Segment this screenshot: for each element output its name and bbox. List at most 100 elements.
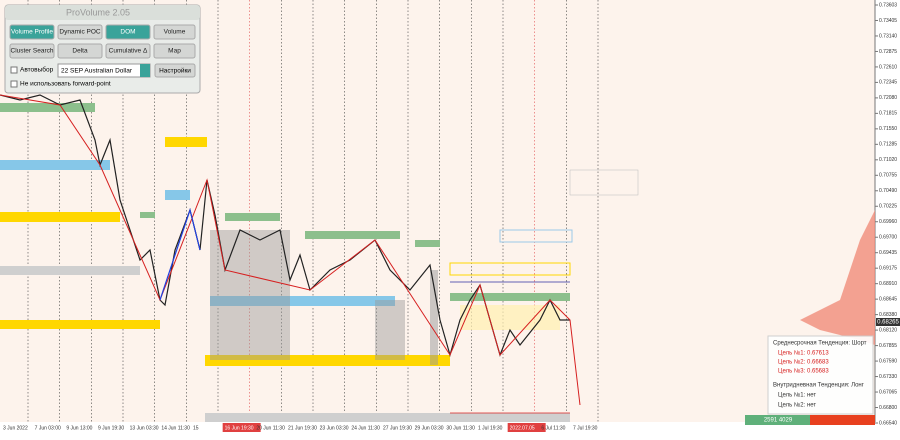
price-axis-bg bbox=[875, 0, 900, 435]
time-label: 16 Jun 19:30 bbox=[225, 425, 254, 431]
time-label: 3 Jun 2022 bbox=[3, 425, 28, 431]
time-label: 9 Jun 13:00 bbox=[66, 425, 92, 431]
toggle-button[interactable] bbox=[9, 43, 55, 59]
price-label: 0.71550 bbox=[879, 126, 897, 132]
button-label: Map bbox=[168, 48, 181, 55]
mid-term: Среднесрочная Тенденция: Шорт bbox=[773, 341, 867, 347]
button-label: DOM bbox=[120, 29, 135, 36]
zone bbox=[415, 240, 440, 247]
target: Цель №2: 0.66683 bbox=[778, 359, 829, 366]
toggle-button[interactable] bbox=[153, 43, 196, 59]
price-label: 0.67590 bbox=[879, 358, 897, 364]
button-label: Cumulative Δ bbox=[109, 48, 148, 55]
price-label: 0.73603 bbox=[879, 2, 897, 8]
current-price: 0.68265 bbox=[877, 320, 899, 326]
footer-bar bbox=[745, 415, 810, 425]
panel-titlebar bbox=[5, 5, 200, 20]
price-label: 0.68645 bbox=[879, 296, 897, 302]
checkbox[interactable] bbox=[10, 66, 18, 74]
checkbox[interactable] bbox=[10, 80, 18, 88]
panel-title: ProVolume 2.05 bbox=[66, 7, 130, 17]
time-label: 6 Jul 11:30 bbox=[541, 425, 565, 431]
zone bbox=[449, 262, 571, 276]
zone bbox=[569, 169, 639, 196]
price-label: 0.72080 bbox=[879, 95, 897, 101]
zone bbox=[0, 320, 160, 329]
toggle-button[interactable] bbox=[105, 24, 151, 40]
time-label: 20 Jun 11:30 bbox=[256, 425, 285, 431]
select-arrow[interactable] bbox=[140, 64, 150, 77]
target: Цель №1: 0.67613 bbox=[778, 350, 829, 357]
intraday: Внутридневная Тенденция: Лонг bbox=[773, 383, 865, 389]
price-label: 0.66540 bbox=[879, 420, 897, 426]
button-label: Volume bbox=[164, 29, 186, 36]
zone bbox=[210, 296, 395, 306]
toggle-button[interactable] bbox=[9, 24, 55, 40]
time-label: 1 Jul 19:30 bbox=[478, 425, 503, 431]
forward-point-label: Не использовать forward-point bbox=[20, 81, 111, 88]
zone bbox=[0, 103, 95, 112]
time-label: 23 Jun 03:30 bbox=[320, 425, 349, 431]
price-label: 0.71815 bbox=[879, 111, 897, 117]
time-label: 7 Jun 03:00 bbox=[35, 425, 61, 431]
target: Цель №3: 0.65683 bbox=[778, 368, 829, 375]
time-label: 15 bbox=[193, 425, 199, 431]
price-label: 0.68380 bbox=[879, 312, 897, 318]
axes: 0.73603 0.73405 0.73140 0.72875 0.72610 0.723… bbox=[3, 2, 897, 432]
info-box: Среднесрочная Тенденция: Шорт Цель №1: 0… bbox=[745, 335, 874, 425]
toggle-button[interactable] bbox=[57, 24, 103, 40]
time-label: 24 Jun 11:30 bbox=[351, 425, 380, 431]
current-price-box bbox=[876, 318, 900, 326]
price-label: 0.68910 bbox=[879, 281, 897, 287]
price-label: 0.70225 bbox=[879, 204, 897, 210]
price-label: 0.73140 bbox=[879, 33, 897, 39]
provolume-panel: ProVolume 2.05 Volume Profile Dynamic POC… bbox=[4, 4, 201, 94]
time-label: 13 Jun 03:30 bbox=[130, 425, 159, 431]
button-grid: Volume Profile Dynamic POC DOM Volume Cluste… bbox=[9, 24, 196, 59]
autoselect-label: Автовыбор bbox=[20, 66, 54, 74]
volume-profile bbox=[375, 300, 405, 360]
zone bbox=[305, 231, 400, 239]
zone bbox=[499, 229, 573, 243]
price-label: 0.68120 bbox=[879, 327, 897, 333]
time-highlight bbox=[222, 423, 261, 432]
price-label: 0.69435 bbox=[879, 250, 897, 256]
price-label: 0.72345 bbox=[879, 80, 897, 86]
zone bbox=[205, 355, 450, 366]
volume-profile bbox=[430, 270, 438, 365]
price-label: 0.69175 bbox=[879, 266, 897, 272]
zone bbox=[205, 413, 570, 422]
price-label: 0.71020 bbox=[879, 157, 897, 163]
zones bbox=[0, 103, 875, 425]
price-label: 0.67855 bbox=[879, 343, 897, 349]
button-label: Volume Profile bbox=[11, 29, 53, 36]
zigzag-blue bbox=[159, 207, 201, 301]
time-label: 30 Jun 11:30 bbox=[446, 425, 475, 431]
price-label: 0.72875 bbox=[879, 49, 897, 55]
time-label: 27 Jun 19:30 bbox=[383, 425, 412, 431]
settings-button[interactable] bbox=[154, 63, 196, 78]
target: Цель №1: нет bbox=[778, 392, 816, 399]
target: Цель №2: нет bbox=[778, 402, 816, 409]
toggle-button[interactable] bbox=[153, 24, 196, 40]
info-bg bbox=[767, 335, 874, 415]
toggle-button[interactable] bbox=[57, 43, 103, 59]
settings-label: Настройки bbox=[159, 67, 191, 75]
zigzag bbox=[0, 94, 581, 406]
price-label: 0.72610 bbox=[879, 64, 897, 70]
zone bbox=[165, 190, 190, 200]
time-label: 2022.07.05 bbox=[510, 425, 535, 431]
price-label: 0.66800 bbox=[879, 405, 897, 411]
price-label: 0.67330 bbox=[879, 374, 897, 380]
zone bbox=[450, 293, 570, 301]
price-label: 0.70755 bbox=[879, 173, 897, 179]
price-label: 0.71285 bbox=[879, 142, 897, 148]
price-label: 0.70490 bbox=[879, 188, 897, 194]
footer: 2591 4029 bbox=[764, 418, 793, 424]
zone bbox=[225, 213, 280, 221]
grid bbox=[27, 0, 599, 422]
zone bbox=[140, 212, 155, 218]
toggle-button[interactable] bbox=[105, 43, 151, 59]
price-label: 0.73405 bbox=[879, 18, 897, 24]
